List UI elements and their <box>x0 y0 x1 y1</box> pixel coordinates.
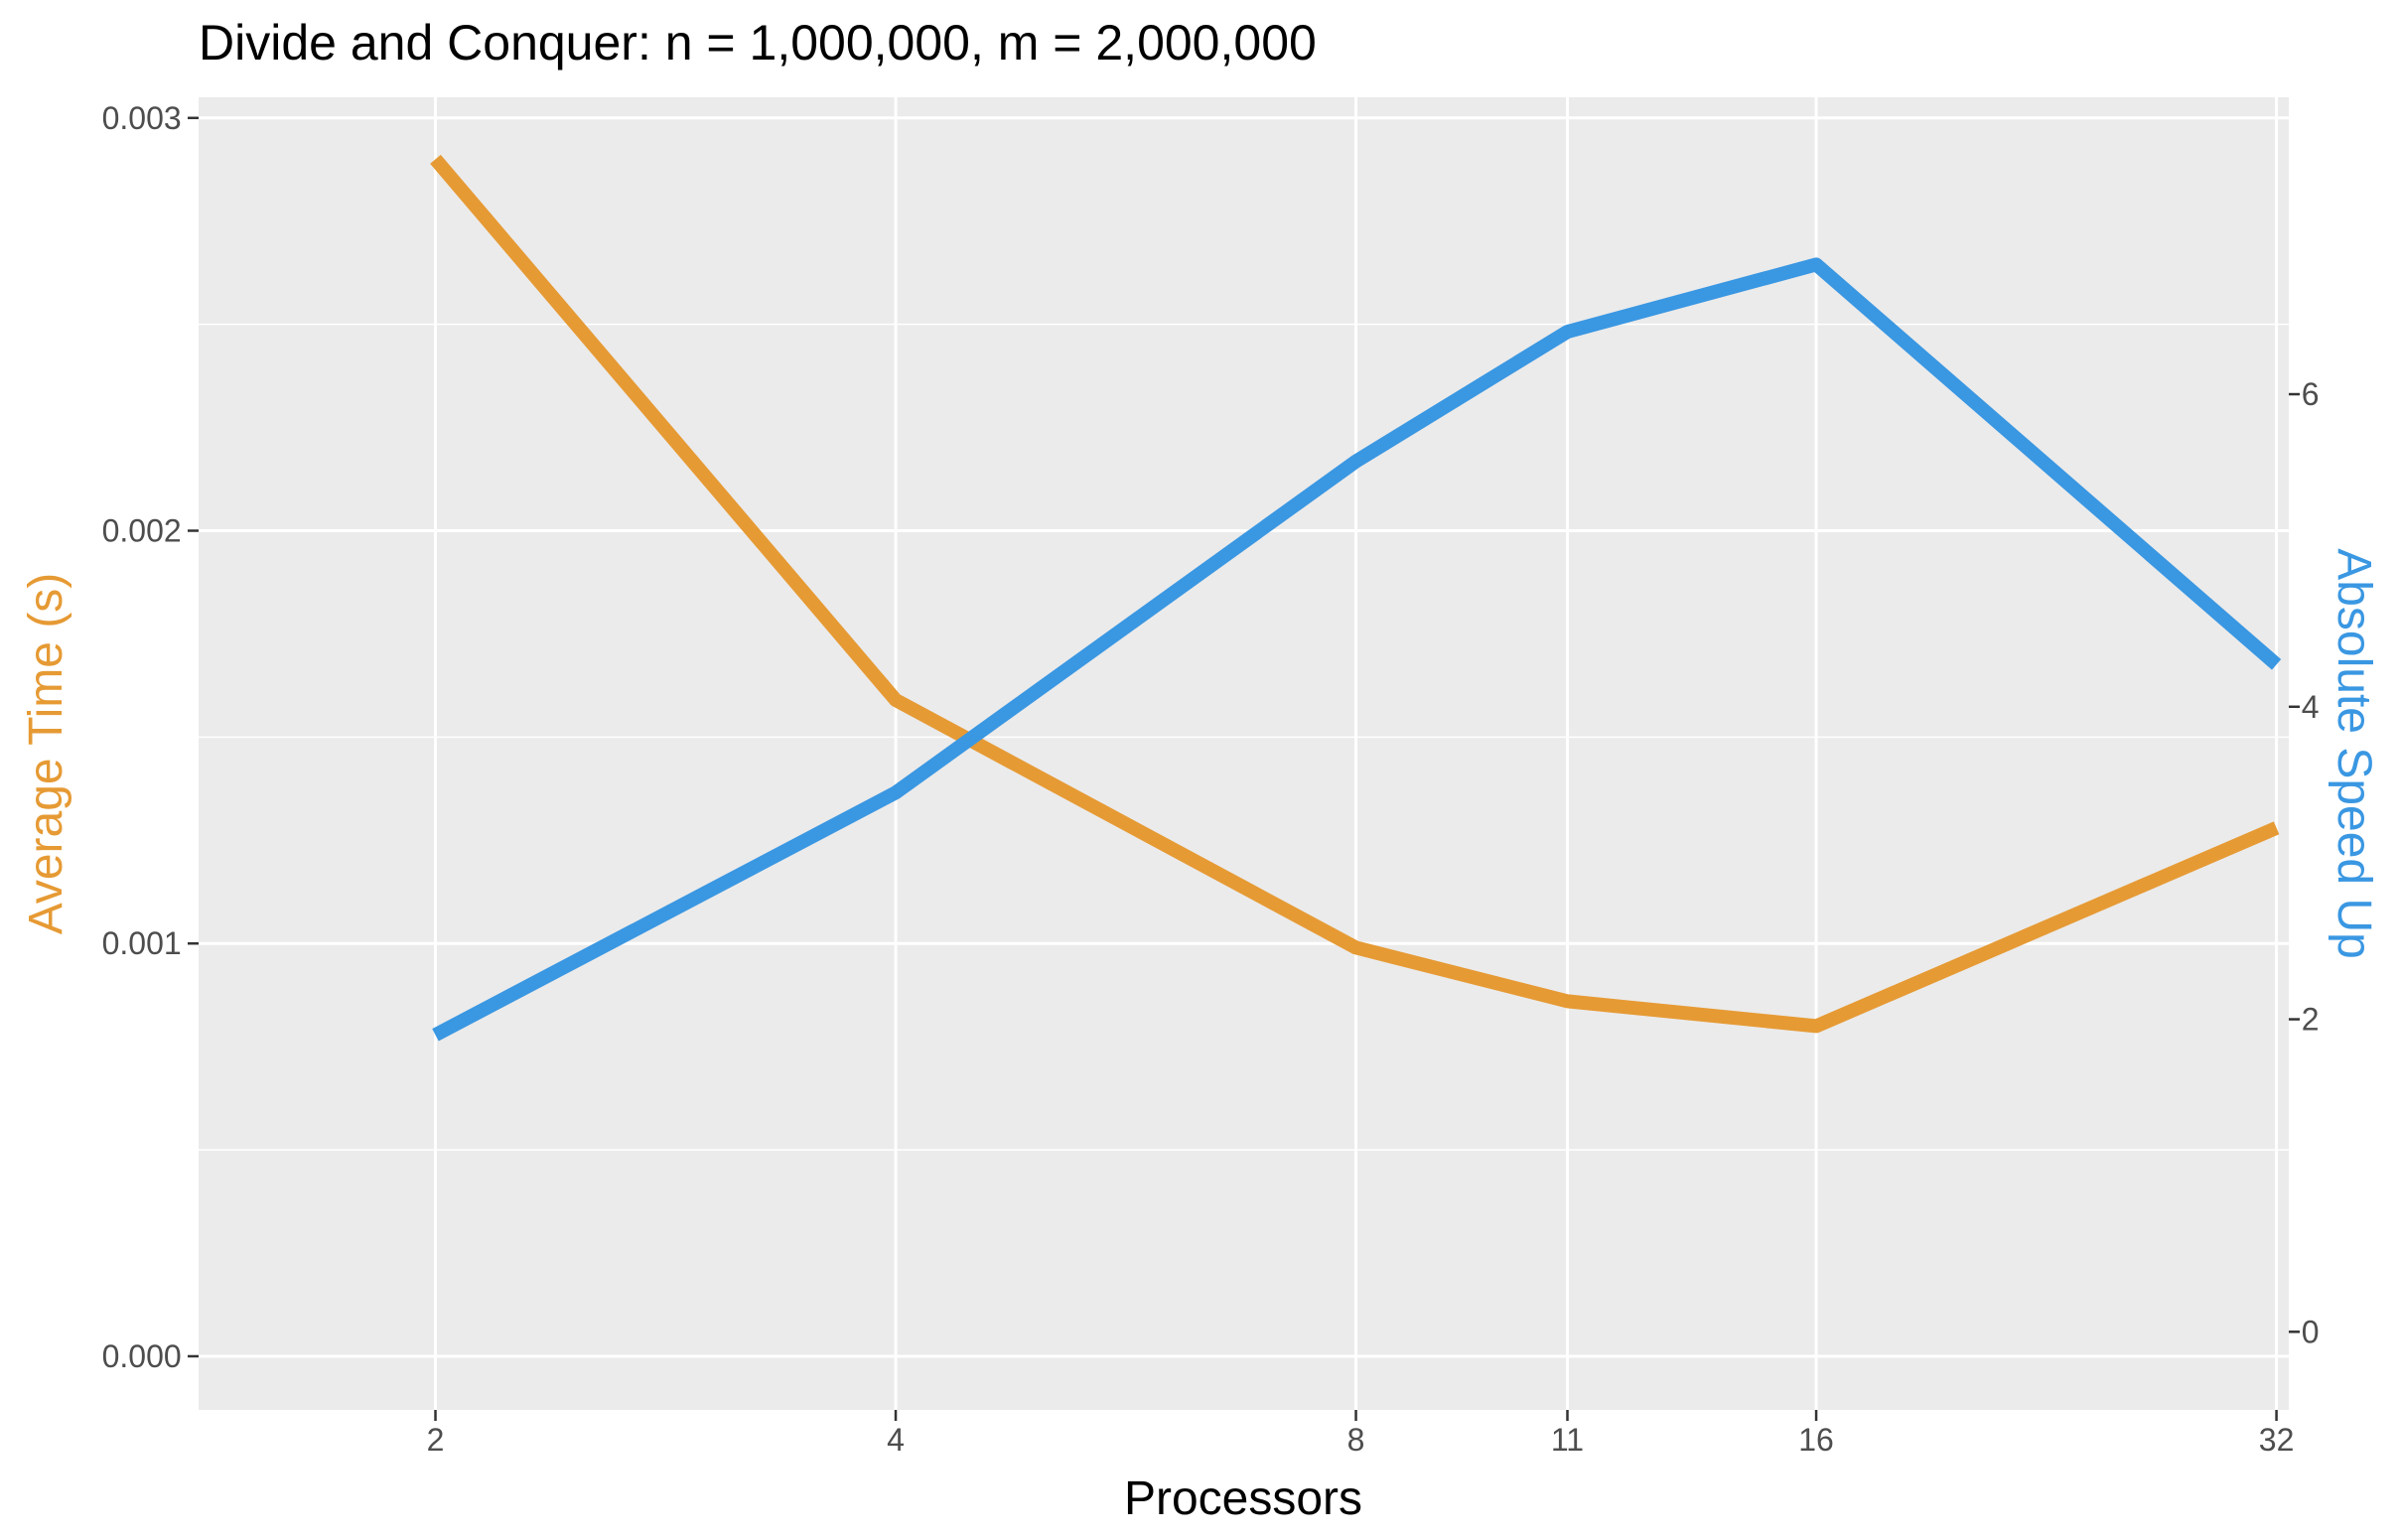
series-line-average-time <box>430 154 2280 1034</box>
chart-title: Divide and Conquer: n = 1,000,000, m = 2… <box>199 15 1317 70</box>
y-left-tick-label: 0.000 <box>102 1338 182 1374</box>
y-axis-title-left: Average Time (s) <box>20 573 72 935</box>
y-right-tick-label: 6 <box>2302 376 2320 412</box>
x-tick-label: 4 <box>887 1422 905 1458</box>
x-tick-label: 16 <box>1798 1422 1834 1458</box>
x-tick-label: 32 <box>2259 1422 2295 1458</box>
series-lines <box>430 154 2282 1042</box>
grid-major <box>199 97 2289 1410</box>
grid-minor <box>199 323 2289 1151</box>
y-right-tick-label: 0 <box>2302 1314 2320 1349</box>
x-tick-label: 11 <box>1551 1422 1584 1458</box>
y-right-tick-label: 4 <box>2302 689 2320 725</box>
y-left-tick-label: 0.001 <box>102 925 182 961</box>
x-tick-label: 2 <box>427 1422 445 1458</box>
y-axis-title-right: Absolute Speed Up <box>2328 548 2380 959</box>
y-left-tick-label: 0.003 <box>102 100 182 136</box>
series-line-speed-up <box>432 257 2282 1042</box>
axis-ticks <box>188 116 2300 1421</box>
y-right-tick-label: 2 <box>2302 1002 2320 1038</box>
tick-labels: 0.000 0.001 0.002 0.003 2 4 8 11 16 32 0 2 4 6 <box>102 100 2320 1458</box>
y-left-tick-label: 0.002 <box>102 513 182 549</box>
x-axis-title: Processors <box>1124 1472 1362 1525</box>
x-tick-label: 8 <box>1347 1422 1365 1458</box>
plot-panel <box>199 97 2289 1410</box>
